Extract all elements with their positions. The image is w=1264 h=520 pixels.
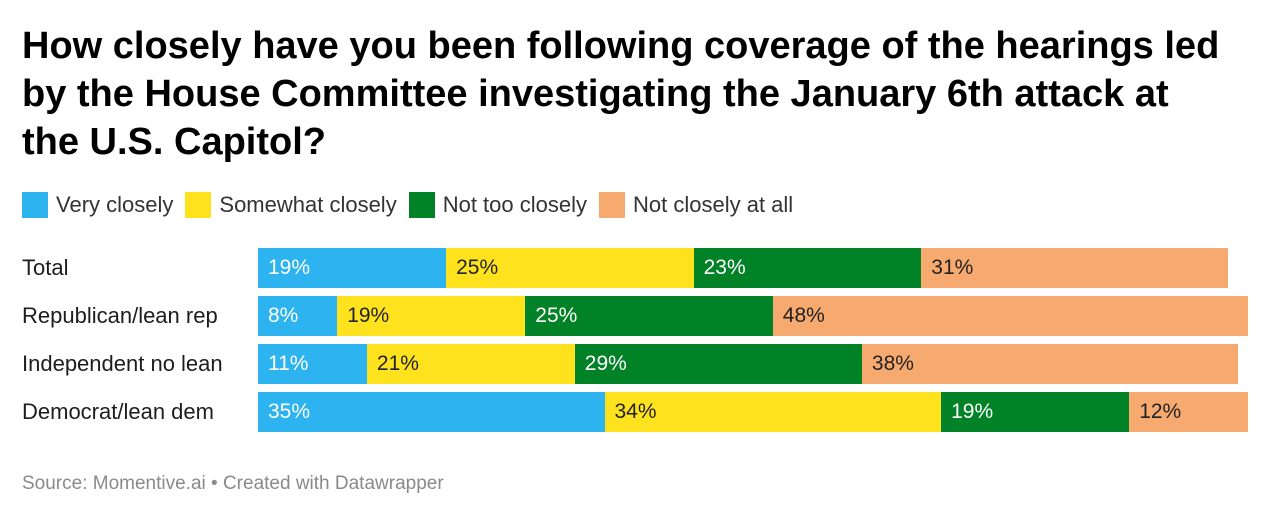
data-label-total-not-too-closely: 23% [703, 256, 746, 279]
chart-title: How closely have you been following cove… [22, 25, 1220, 163]
legend-label: Very closely [56, 192, 174, 217]
bar-independent-no-lean-not-too-closely [574, 344, 862, 384]
data-label-democrat-lean-dem-not-too-closely: 19% [951, 400, 994, 423]
bar-democrat-lean-dem-very-closely [258, 392, 605, 432]
legend-item-somewhat-closely: Somewhat closely [185, 192, 397, 218]
bar-republican-lean-rep-not-closely-at-all [772, 296, 1248, 336]
row-label-independent-no-lean: Independent no lean [22, 351, 223, 376]
row-label-total: Total [22, 255, 69, 280]
legend-label: Not closely at all [633, 192, 794, 217]
bar-democrat-lean-dem-not-closely-at-all [1129, 392, 1248, 432]
legend-swatch-not-closely-at-all [599, 192, 625, 218]
data-label-republican-lean-rep-not-too-closely: 25% [535, 304, 578, 327]
legend-swatch-somewhat-closely [185, 192, 212, 218]
legend-item-not-closely-at-all: Not closely at all [599, 192, 793, 218]
data-label-republican-lean-rep-somewhat-closely: 19% [347, 304, 390, 327]
data-label-democrat-lean-dem-somewhat-closely: 34% [614, 400, 657, 423]
bar-independent-no-lean-very-closely [258, 344, 367, 384]
legend-label: Not too closely [442, 192, 587, 217]
bar-total-not-closely-at-all [921, 248, 1229, 288]
bar-total-somewhat-closely [446, 248, 694, 288]
bar-democrat-lean-dem-not-too-closely [941, 392, 1130, 432]
bar-republican-lean-rep-very-closely [258, 296, 338, 336]
data-label-independent-no-lean-not-too-closely: 29% [584, 352, 627, 375]
bar-democrat-lean-dem-somewhat-closely [604, 392, 942, 432]
bar-total-very-closely [258, 248, 447, 288]
data-label-independent-no-lean-not-closely-at-all: 38% [871, 352, 914, 375]
source-note: Source: Momentive.ai • Created with Data… [22, 473, 444, 494]
data-label-democrat-lean-dem-not-closely-at-all: 12% [1139, 400, 1182, 423]
legend-item-very-closely: Very closely [22, 192, 173, 218]
legend: Very closely Somewhat closely Not too clos… [22, 192, 805, 218]
row-label-democrat-lean-dem: Democrat/lean dem [22, 399, 214, 424]
data-label-total-not-closely-at-all: 31% [931, 256, 974, 279]
bar-total-not-too-closely [693, 248, 922, 288]
bar-area: 19% 25% 23% 31% 8% 19% 25% 48% 11% 21% 29% 38% 35% 34… [258, 248, 1248, 438]
data-label-total-very-closely: 19% [268, 256, 311, 279]
data-label-republican-lean-rep-very-closely: 8% [268, 304, 299, 327]
data-label-republican-lean-rep-not-closely-at-all: 48% [782, 304, 825, 327]
data-label-independent-no-lean-somewhat-closely: 21% [376, 352, 419, 375]
data-label-independent-no-lean-very-closely: 11% [268, 352, 309, 375]
data-label-democrat-lean-dem-very-closely: 35% [268, 400, 311, 423]
data-label-total-somewhat-closely: 25% [456, 256, 499, 279]
bar-republican-lean-rep-somewhat-closely [337, 296, 526, 336]
legend-item-not-too-closely: Not too closely [408, 192, 587, 218]
row-label-republican-lean-rep: Republican/lean rep [22, 303, 218, 328]
bar-independent-no-lean-not-closely-at-all [861, 344, 1239, 384]
bar-republican-lean-rep-not-too-closely [525, 296, 773, 336]
legend-swatch-very-closely [22, 192, 48, 218]
bar-independent-no-lean-somewhat-closely [366, 344, 575, 384]
legend-label: Somewhat closely [219, 192, 397, 217]
legend-swatch-not-too-closely [408, 192, 435, 218]
